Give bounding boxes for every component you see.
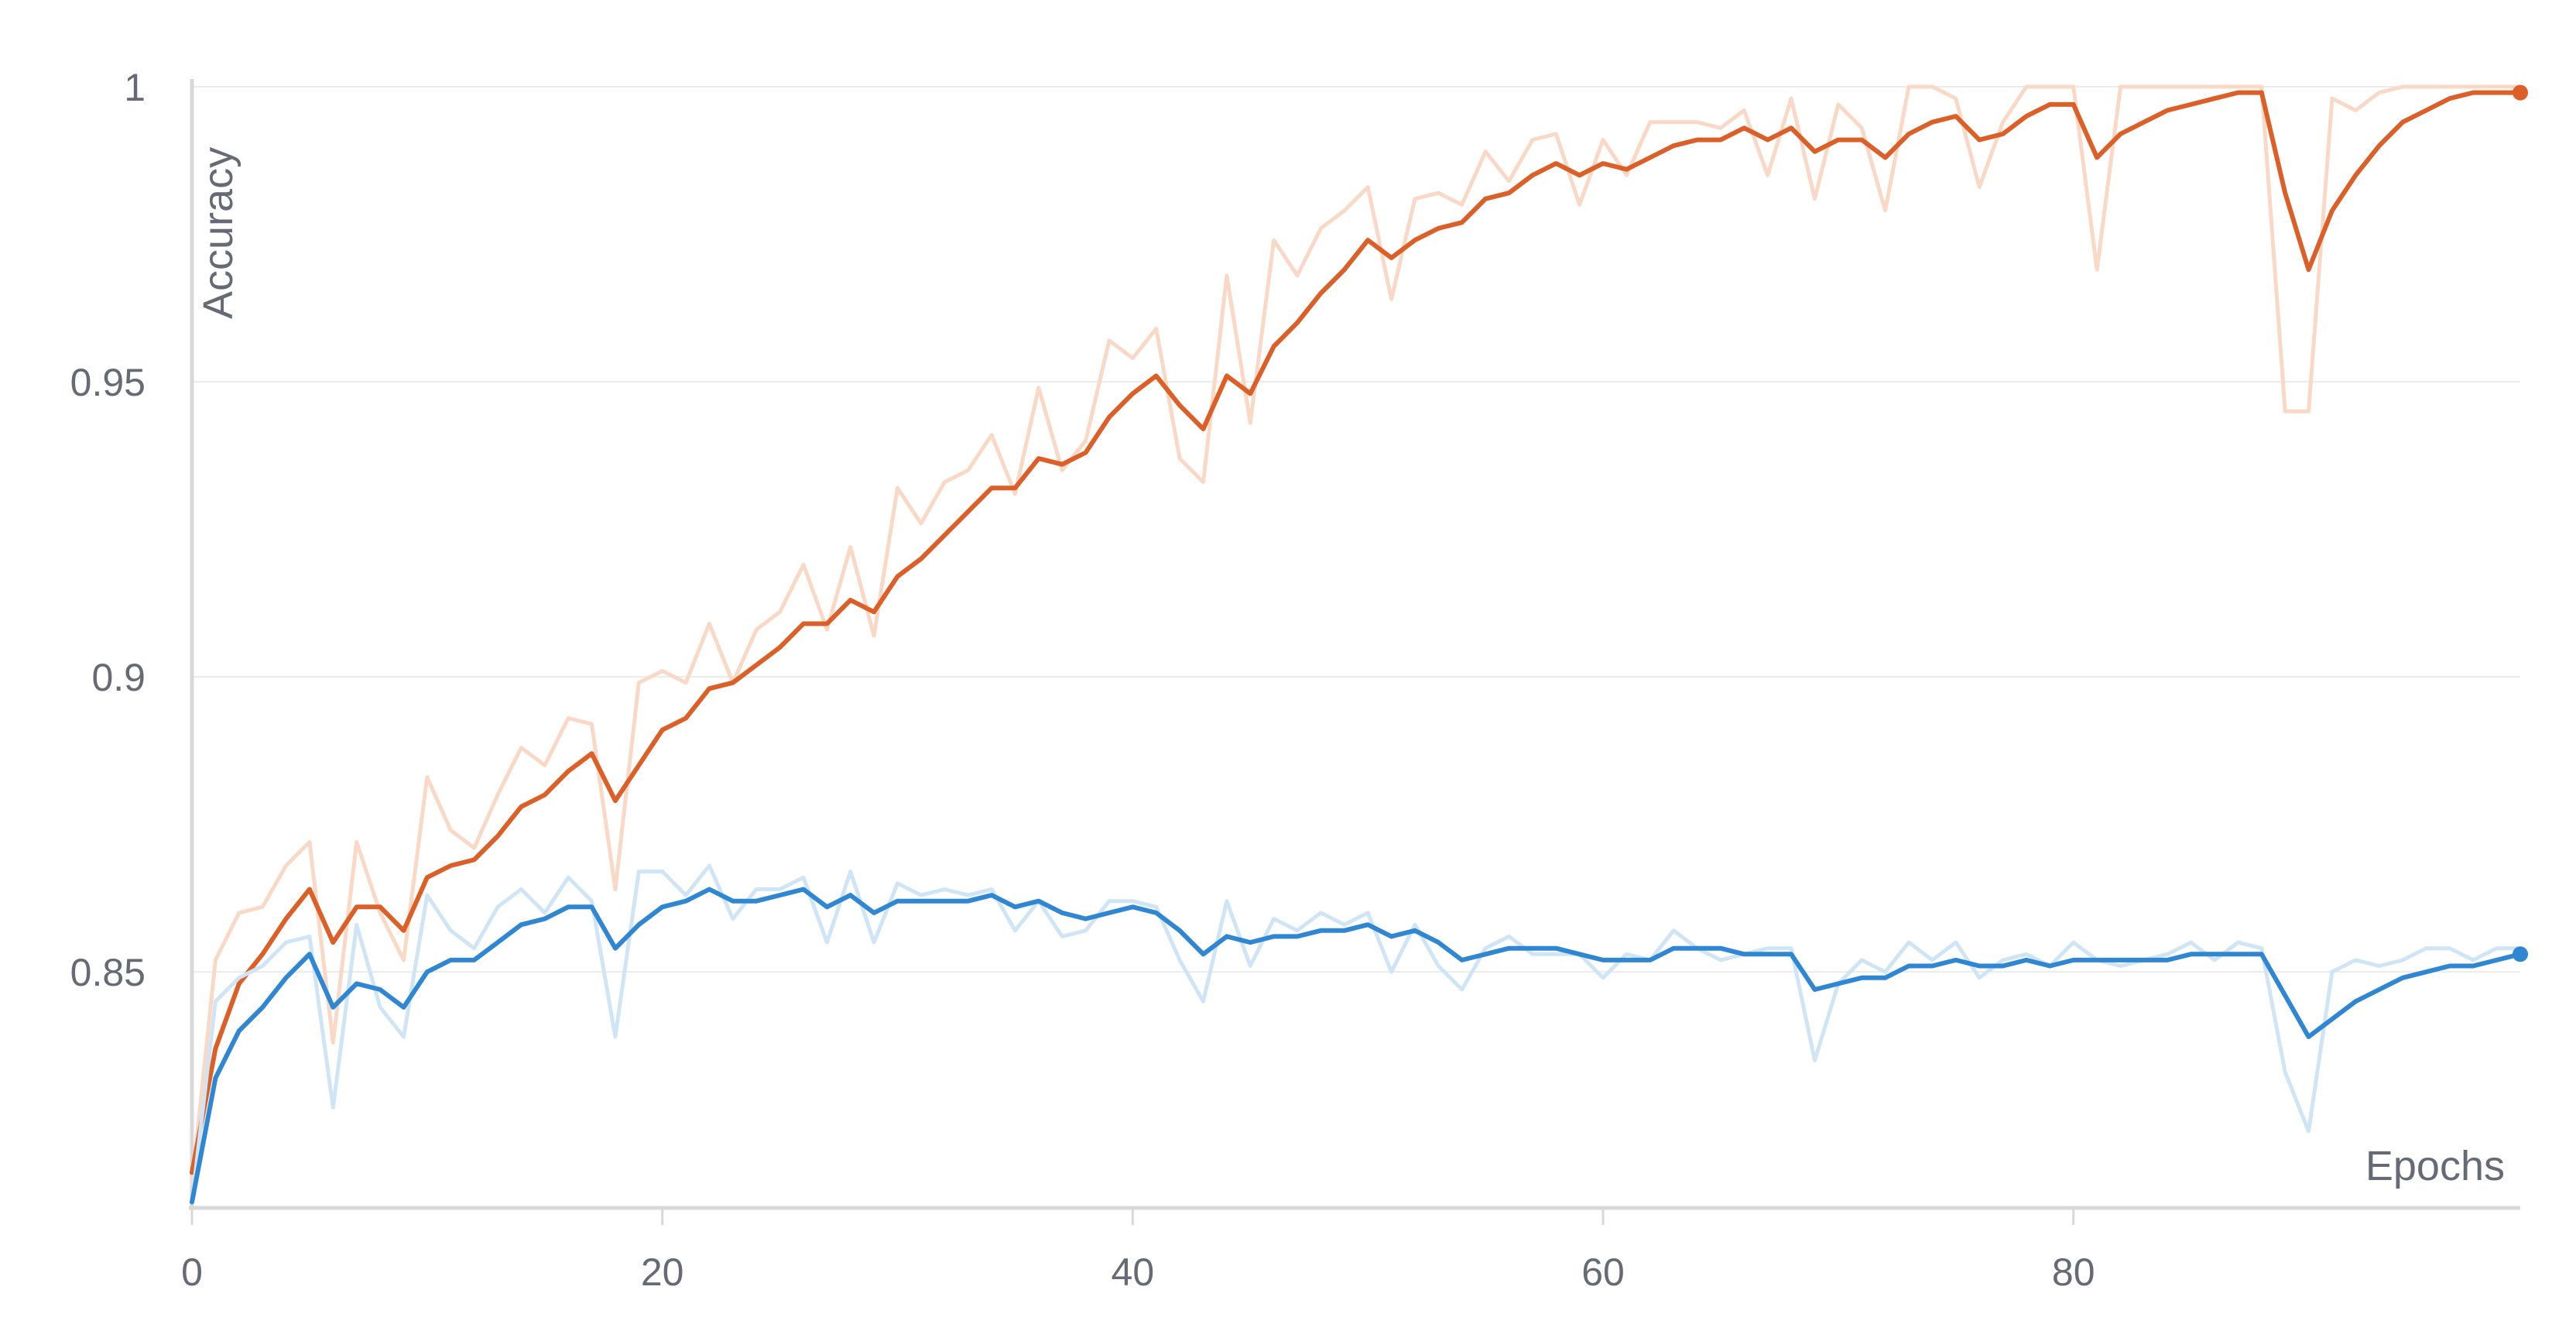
raw-line [190, 84, 2523, 1186]
smoothed-line [190, 90, 2523, 1175]
x-tick-label: 60 [1581, 1251, 1625, 1294]
y-tick-label: 1 [124, 66, 146, 109]
x-tick-label: 20 [641, 1251, 684, 1294]
series-group [190, 84, 2528, 1205]
smoothed-line [190, 887, 2523, 1205]
end-point-dot [2513, 946, 2528, 962]
x-tick-label: 40 [1112, 1251, 1155, 1294]
y-tick-label: 0.85 [70, 951, 146, 994]
series-1 [190, 863, 2528, 1205]
y-tick-label: 0.95 [70, 361, 146, 404]
raw-line [190, 863, 2523, 1204]
axes [189, 79, 2520, 1225]
end-point-dot [2513, 84, 2528, 101]
y-tick-label: 0.9 [91, 656, 146, 699]
series-0 [190, 84, 2528, 1186]
y-axis-title: Accuracy [195, 147, 242, 319]
x-axis-title: Epochs [2365, 1143, 2505, 1189]
grid-lines [192, 86, 2520, 973]
x-tick-label: 0 [181, 1251, 203, 1294]
tick-labels: 0.85 0.9 0.95 1 0 20 40 60 80 [70, 66, 2095, 1294]
x-tick-label: 80 [2052, 1251, 2095, 1294]
